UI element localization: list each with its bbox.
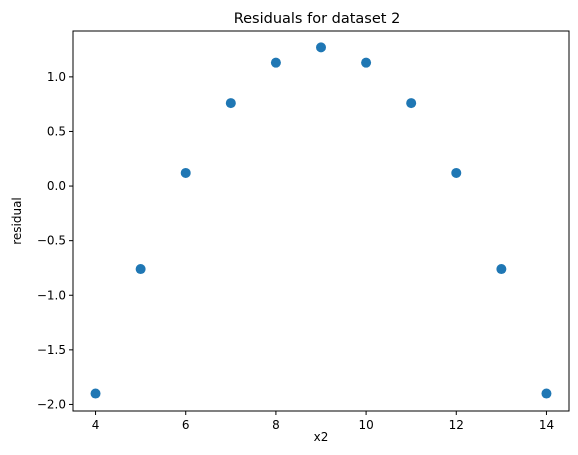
y-tick-label: 0.5 [47, 124, 66, 138]
x-tick-label: 4 [92, 418, 100, 432]
x-tick-label: 8 [272, 418, 280, 432]
x-tick-label: 12 [449, 418, 464, 432]
x-tick-label: 10 [358, 418, 373, 432]
data-point [541, 388, 552, 399]
data-point [135, 264, 146, 275]
y-axis: −2.0 −1.5 −1.0 −0.5 0.0 0.5 1.0 [37, 70, 73, 411]
y-tick-label: −1.5 [37, 343, 66, 357]
x-tick-label: 14 [539, 418, 554, 432]
x-axis-label: x2 [314, 430, 329, 444]
data-point [451, 167, 462, 178]
data-point [316, 42, 326, 53]
data-point [270, 57, 281, 68]
data-point [90, 388, 101, 399]
data-point [225, 98, 236, 109]
y-tick-label: −0.5 [37, 234, 66, 248]
y-tick-label: −2.0 [37, 397, 66, 411]
chart-title: Residuals for dataset 2 [234, 11, 401, 27]
y-tick-label: −1.0 [37, 288, 66, 302]
data-points [90, 42, 552, 399]
x-axis: 4 6 8 10 12 14 [92, 411, 554, 432]
x-tick-label: 6 [182, 418, 190, 432]
plot-frame [72, 30, 570, 412]
data-point [406, 98, 417, 109]
data-point [496, 264, 507, 275]
y-tick-label: 0.0 [47, 179, 66, 193]
y-axis-label: residual [10, 197, 24, 245]
y-tick-label: 1.0 [47, 70, 66, 84]
data-point [361, 57, 372, 68]
data-point [180, 167, 191, 178]
